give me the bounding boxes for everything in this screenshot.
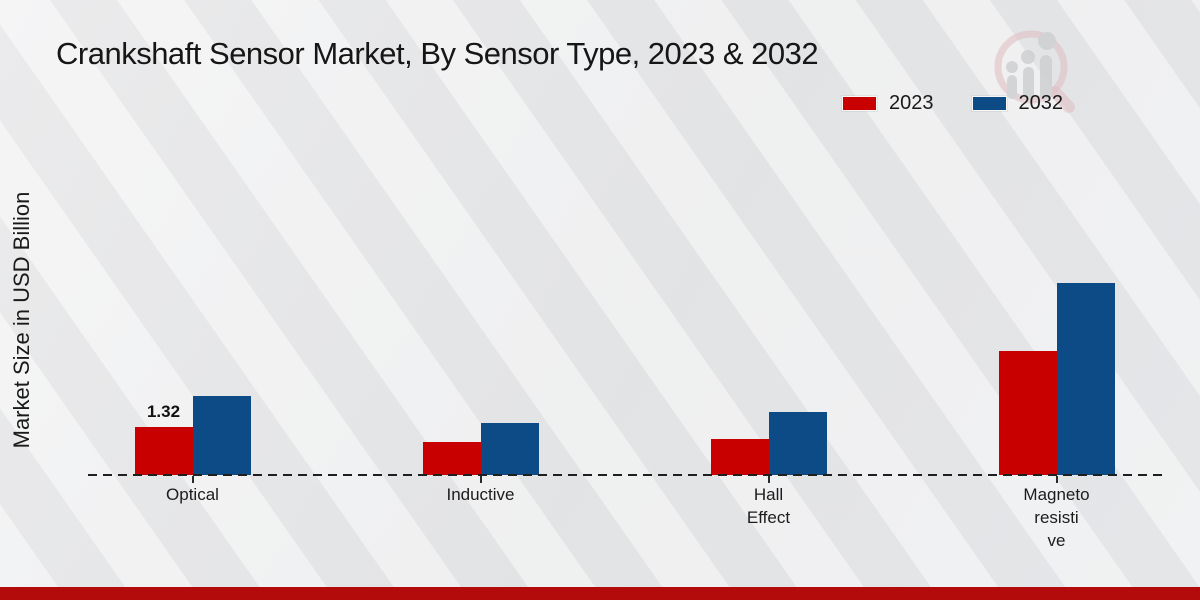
axis-tick xyxy=(1055,476,1058,483)
category-label-inductive: Inductive xyxy=(446,485,515,504)
axis-tick xyxy=(767,476,770,483)
legend-item-2023: 2023 xyxy=(842,92,934,115)
legend-label-2023: 2023 xyxy=(889,92,934,114)
x-axis-dashed-line xyxy=(88,474,1164,476)
legend: 2023 2032 xyxy=(842,92,1063,115)
bar-2032-magnetoresistive xyxy=(1056,283,1115,475)
bar-2023-hall-effect xyxy=(710,439,769,475)
chart-title: Crankshaft Sensor Market, By Sensor Type… xyxy=(56,36,819,71)
legend-swatch-2032-icon xyxy=(971,96,1007,111)
bar-2032-inductive xyxy=(480,423,539,475)
footer-accent-band xyxy=(0,587,1200,600)
bar-value-label: 1.32 xyxy=(146,402,181,421)
category-label-hall-effect: Hall Effect xyxy=(746,485,791,527)
category-label-optical: Optical xyxy=(166,485,219,504)
legend-swatch-2023-icon xyxy=(842,96,877,111)
legend-label-2032: 2032 xyxy=(1018,92,1064,114)
legend-item-2032: 2032 xyxy=(971,92,1064,115)
bar-2023-optical xyxy=(134,427,193,475)
magnifier-bar-chart-logo xyxy=(994,30,1075,113)
category-label-magnetoresistive: Magneto resisti ve xyxy=(1023,485,1090,550)
bar-2032-optical xyxy=(192,396,251,475)
axis-tick xyxy=(479,476,482,483)
bar-2032-hall-effect xyxy=(768,412,827,475)
bar-2023-magnetoresistive xyxy=(998,351,1057,475)
axis-tick xyxy=(191,476,194,483)
bar-2023-inductive xyxy=(422,442,481,475)
